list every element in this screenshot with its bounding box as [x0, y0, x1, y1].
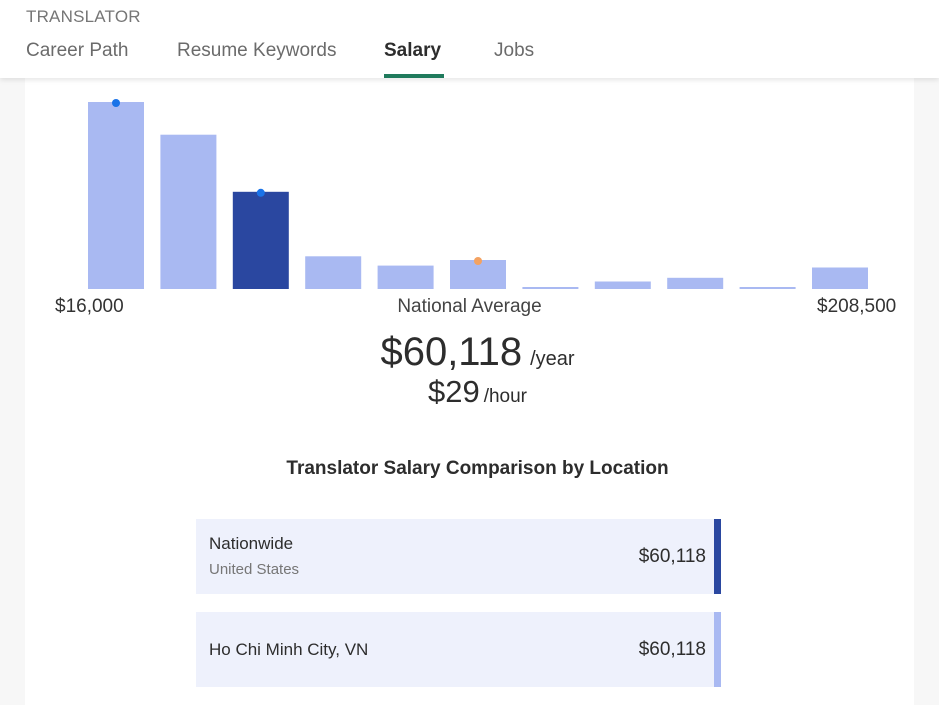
- job-title-label: TRANSLATOR: [26, 7, 141, 26]
- hourly-salary-unit: /hour: [483, 386, 528, 407]
- active-tab-indicator: [384, 74, 444, 78]
- histogram-marker-dot: [474, 257, 482, 265]
- histogram-marker-dot: [112, 99, 120, 107]
- histogram-bar: [232, 191, 289, 289]
- yearly-salary-unit: /year: [530, 348, 575, 370]
- hourly-salary-value: $29: [427, 374, 480, 409]
- histogram-bar: [88, 102, 144, 289]
- histogram-bar: [522, 287, 579, 289]
- histogram-bar: [739, 287, 796, 289]
- location-bar-indicator: [714, 519, 721, 594]
- national-average-label: National Average: [397, 296, 542, 317]
- histogram-min-label: $16,000: [55, 296, 124, 317]
- location-bar-indicator: [714, 612, 721, 687]
- tab-resume-keywords[interactable]: Resume Keywords: [177, 40, 337, 61]
- location-name: Nationwide: [209, 534, 294, 553]
- comparison-title: Translator Salary Comparison by Location: [286, 458, 669, 479]
- page-header: TRANSLATOR Career Path Resume Keywords S…: [0, 0, 939, 78]
- yearly-salary-value: $60,118: [380, 330, 523, 374]
- tab-salary[interactable]: Salary: [384, 40, 442, 61]
- tab-jobs[interactable]: Jobs: [494, 40, 535, 61]
- location-salary: $60,118: [638, 639, 706, 660]
- histogram-max-label: $208,500: [817, 296, 897, 317]
- histogram-bar: [594, 281, 651, 289]
- location-name: Ho Chi Minh City, VN: [209, 640, 369, 659]
- histogram-bar: [667, 277, 724, 289]
- salary-histogram: [88, 99, 868, 289]
- location-row-ho-chi-minh-city[interactable]: Ho Chi Minh City, VN $60,118: [196, 612, 721, 687]
- histogram-bar: [160, 134, 217, 289]
- location-salary: $60,118: [638, 546, 706, 567]
- yearly-salary: $60,118/year: [0, 330, 939, 375]
- histogram-bar: [812, 267, 868, 289]
- location-row-nationwide[interactable]: Nationwide United States $60,118: [196, 519, 721, 594]
- histogram-bar: [377, 265, 434, 289]
- location-subtitle: United States: [209, 561, 300, 578]
- tab-career-path[interactable]: Career Path: [26, 40, 129, 61]
- histogram-marker-dot: [256, 188, 265, 197]
- hourly-salary: $29/hour: [0, 374, 939, 410]
- histogram-bar: [305, 256, 362, 289]
